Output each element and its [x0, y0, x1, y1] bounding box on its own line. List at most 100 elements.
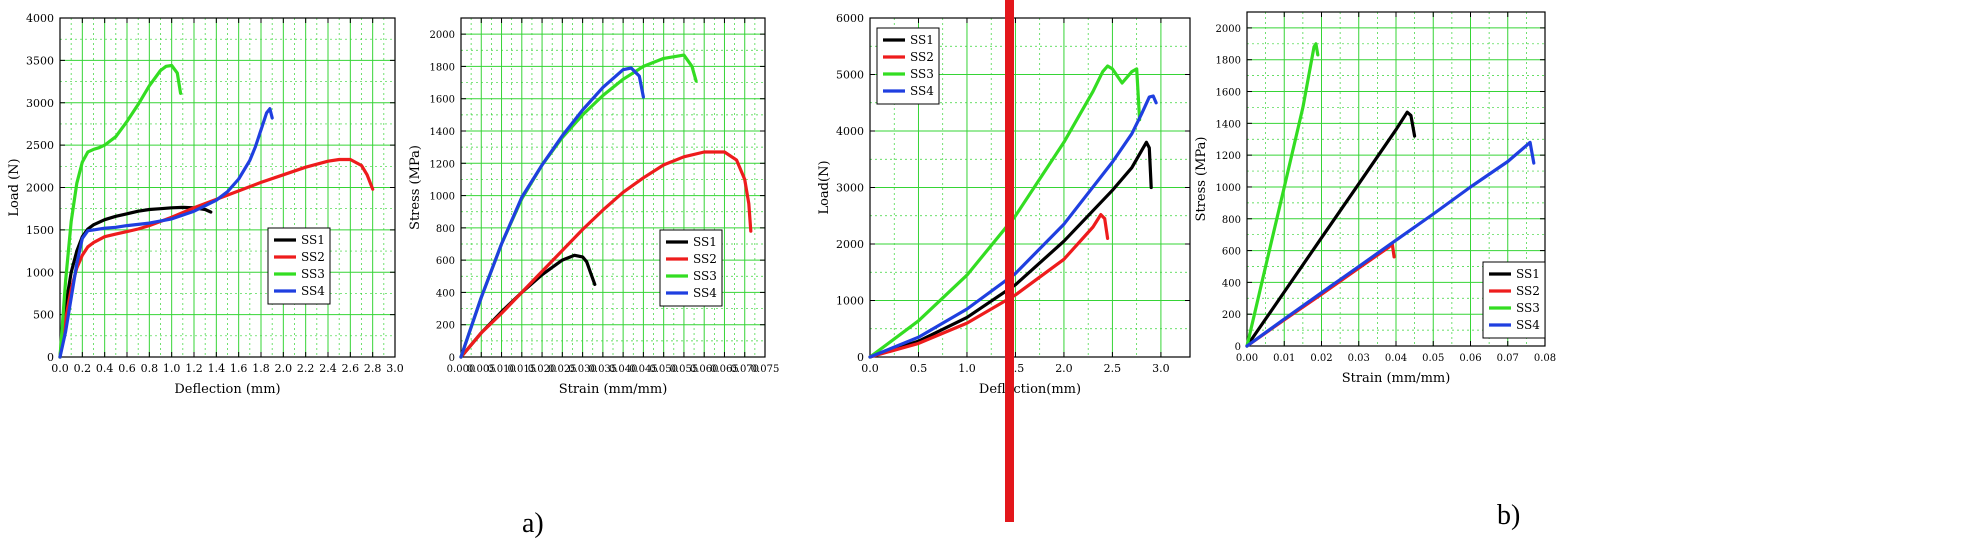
series-line-ss2	[459, 150, 753, 359]
x-tick-label: 2.0	[275, 362, 293, 375]
x-tick-label: 0.045	[629, 364, 658, 375]
y-tick-label: 600	[1222, 247, 1241, 258]
x-tick-label: 2.0	[1055, 362, 1073, 375]
legend-label: SS4	[693, 286, 717, 300]
series-line-ss3	[1245, 42, 1320, 348]
series-line-ss4	[868, 94, 1158, 359]
panel-divider	[1005, 0, 1014, 522]
x-tick-label: 0.5	[910, 362, 928, 375]
series-line-ss3	[58, 63, 183, 359]
x-tick-label: 2.6	[342, 362, 360, 375]
y-tick-label: 400	[436, 288, 455, 299]
x-tick-label: 0.055	[670, 364, 699, 375]
y-tick-label: 3000	[836, 182, 864, 195]
x-tick-label: 1.6	[230, 362, 248, 375]
y-tick-label: 3000	[26, 97, 54, 110]
chart-2: 0.0000.0050.0100.0150.0200.0250.0300.035…	[408, 17, 780, 397]
y-tick-label: 2000	[1216, 24, 1241, 35]
x-tick-label: 0.005	[467, 364, 496, 375]
legend-label: SS3	[301, 267, 325, 281]
legend: SS1 SS2 SS3 SS4	[876, 27, 940, 105]
x-tick-label: 0.030	[568, 364, 597, 375]
panel-label-a: a)	[522, 508, 544, 539]
x-tick-label: 0.025	[548, 364, 577, 375]
x-tick-label: 0.0	[51, 362, 69, 375]
y-tick-label: 4000	[26, 12, 54, 25]
y-tick-label: 2000	[430, 30, 455, 41]
y-axis-label: Stress (MPa)	[1194, 137, 1209, 222]
x-tick-label: 2.8	[364, 362, 382, 375]
x-tick-label: 0.04	[1385, 353, 1407, 364]
legend-label: SS3	[693, 269, 717, 283]
x-tick-label: 0.065	[710, 364, 739, 375]
y-tick-label: 0	[857, 351, 864, 364]
y-tick-label: 800	[436, 224, 455, 235]
y-tick-label: 0	[449, 353, 455, 364]
x-tick-label: 1.8	[252, 362, 270, 375]
series-line-ss1	[58, 205, 213, 359]
x-tick-label: 0.020	[528, 364, 557, 375]
x-tick-label: 0.06	[1459, 353, 1481, 364]
x-tick-label: 0.05	[1422, 353, 1444, 364]
y-tick-label: 500	[33, 309, 54, 322]
x-tick-label: 0.010	[487, 364, 516, 375]
y-tick-label: 1200	[1216, 151, 1241, 162]
y-tick-label: 5000	[836, 69, 864, 82]
x-tick-label: 0.4	[96, 362, 114, 375]
x-tick-label: 0.050	[649, 364, 678, 375]
y-axis-label: Load (N)	[7, 158, 22, 216]
y-tick-label: 0	[47, 351, 54, 364]
y-tick-label: 2500	[26, 139, 54, 152]
series-line-ss1	[868, 140, 1153, 359]
y-tick-label: 1000	[430, 192, 455, 203]
x-tick-label: 0.03	[1348, 353, 1370, 364]
y-tick-label: 400	[1222, 278, 1241, 289]
legend-label: SS4	[1516, 318, 1540, 332]
y-tick-label: 600	[436, 256, 455, 267]
x-tick-label: 0.6	[118, 362, 136, 375]
x-tick-label: 1.0	[958, 362, 976, 375]
x-tick-label: 0.01	[1273, 353, 1295, 364]
legend-label: SS2	[1516, 284, 1540, 298]
x-tick-label: 0.0	[861, 362, 879, 375]
legend-label: SS3	[1516, 301, 1540, 315]
x-tick-label: 0.015	[507, 364, 536, 375]
series-line-ss2	[58, 157, 375, 359]
x-tick-label: 2.4	[319, 362, 337, 375]
legend: SS1 SS2 SS3 SS4	[267, 227, 331, 305]
x-tick-label: 0.8	[141, 362, 159, 375]
grid	[59, 17, 396, 358]
series-line-ss3	[459, 53, 698, 359]
series-line-ss4	[1245, 140, 1536, 348]
x-tick-label: 0.00	[1236, 353, 1258, 364]
legend-label: SS4	[910, 84, 934, 98]
y-tick-label: 1400	[430, 127, 455, 138]
legend-label: SS4	[301, 284, 325, 298]
legend-label: SS2	[301, 250, 325, 264]
y-tick-label: 1600	[1216, 88, 1241, 99]
y-tick-label: 2000	[836, 238, 864, 251]
x-tick-label: 0.040	[609, 364, 638, 375]
x-tick-label: 1.4	[208, 362, 226, 375]
legend-label: SS1	[1516, 267, 1540, 281]
plot-frame	[460, 17, 766, 358]
y-axis-label: Load(N)	[817, 160, 832, 214]
y-tick-label: 6000	[836, 12, 864, 25]
y-tick-label: 1800	[1216, 56, 1241, 67]
y-tick-label: 1800	[430, 62, 455, 73]
x-tick-label: 2.5	[1104, 362, 1122, 375]
legend-label: SS1	[693, 235, 717, 249]
x-tick-label: 0.07	[1497, 353, 1519, 364]
y-tick-label: 4000	[836, 125, 864, 138]
x-tick-label: 2.2	[297, 362, 315, 375]
panel-label-b: b)	[1497, 500, 1521, 531]
x-tick-label: 0.075	[751, 364, 780, 375]
series-line-ss1	[1245, 110, 1417, 348]
x-tick-label: 0.060	[690, 364, 719, 375]
x-tick-label: 0.000	[447, 364, 476, 375]
x-tick-label: 0.08	[1534, 353, 1556, 364]
y-tick-label: 800	[1222, 215, 1241, 226]
y-tick-label: 1200	[430, 159, 455, 170]
y-tick-label: 1400	[1216, 119, 1241, 130]
